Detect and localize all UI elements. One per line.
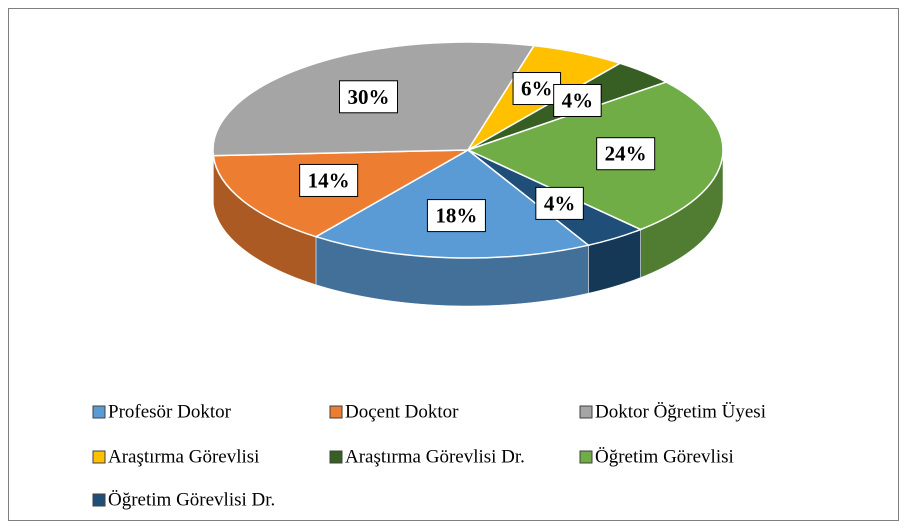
data-label-box: [535, 186, 584, 220]
legend-swatch: [579, 405, 593, 419]
legend-swatch: [92, 493, 106, 507]
data-label-box: [596, 137, 656, 171]
data-label-text: 6%: [521, 77, 553, 101]
data-label-text: 30%: [348, 85, 390, 109]
legend-label: Araştırma Görevlisi: [108, 446, 259, 467]
legend-label: Doktor Öğretim Üyesi: [595, 401, 766, 422]
legend-swatch: [92, 405, 106, 419]
legend-label: Araştırma Görevlisi Dr.: [345, 446, 525, 467]
data-label-box: [339, 80, 399, 114]
data-label: 4%: [535, 186, 584, 220]
legend-swatch: [579, 450, 593, 464]
data-label-text: 18%: [435, 204, 477, 228]
legend-swatch: [329, 450, 343, 464]
data-label: 14%: [299, 163, 359, 197]
data-label: 4%: [553, 83, 602, 117]
legend-swatch: [329, 405, 343, 419]
legend-swatch: [92, 450, 106, 464]
data-label-box: [426, 199, 486, 233]
legend-label: Öğretim Görevlisi: [595, 446, 734, 467]
slice: [465, 81, 724, 231]
data-label: 24%: [596, 137, 656, 171]
legend-label: Doçent Doktor: [345, 401, 459, 422]
data-label-box: [512, 72, 562, 106]
data-label-text: 24%: [605, 142, 647, 166]
data-label: 18%: [426, 199, 486, 233]
legend-label: Profesör Doktor: [108, 401, 232, 422]
data-label-text: 14%: [308, 168, 350, 192]
legend-label: Öğretim Görevlisi Dr.: [108, 489, 275, 510]
data-label-box: [299, 163, 359, 197]
data-label: 6%: [512, 72, 562, 106]
data-label-text: 4%: [544, 191, 576, 215]
data-label-box: [553, 83, 602, 117]
data-label-text: 4%: [562, 88, 594, 112]
data-label: 30%: [339, 80, 399, 114]
